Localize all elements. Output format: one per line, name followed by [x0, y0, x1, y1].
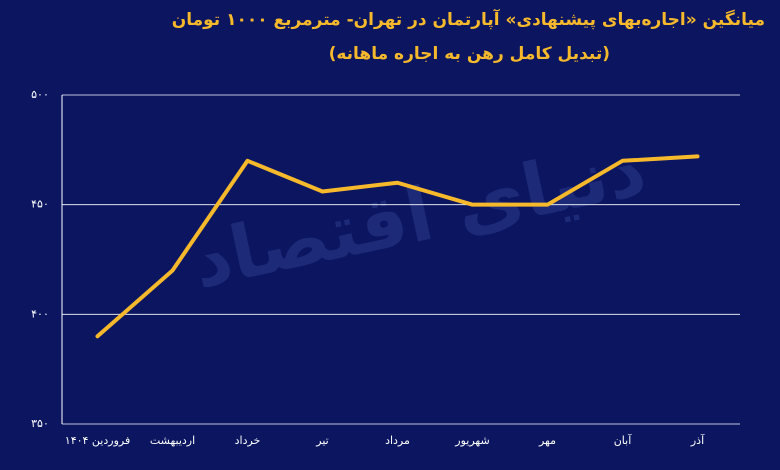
x-tick-label: مرداد: [385, 434, 410, 447]
y-tick-label: ۵۰۰: [31, 88, 49, 101]
chart-subtitle: (تبدیل کامل رهن به اجاره ماهانه): [329, 44, 610, 64]
x-tick-label: خرداد: [235, 434, 261, 447]
x-tick-label: شهریور: [454, 434, 489, 447]
y-tick-label: ۴۰۰: [31, 307, 49, 320]
y-tick-label: ۴۵۰: [31, 198, 49, 211]
y-tick-label: ۳۵۰: [31, 417, 49, 430]
x-tick-label: آبان: [614, 433, 632, 447]
x-tick-label: مهر: [538, 434, 556, 447]
x-tick-label: فروردین ۱۴۰۴: [65, 434, 130, 447]
chart-title: میانگین «اجاره‌بهای پیشنهادی» آپارتمان د…: [172, 8, 765, 30]
x-tick-label: اردیبهشت: [150, 434, 195, 447]
x-tick-label: تیر: [315, 434, 328, 447]
line: [95, 154, 700, 339]
x-tick-label: آذر: [690, 433, 705, 447]
